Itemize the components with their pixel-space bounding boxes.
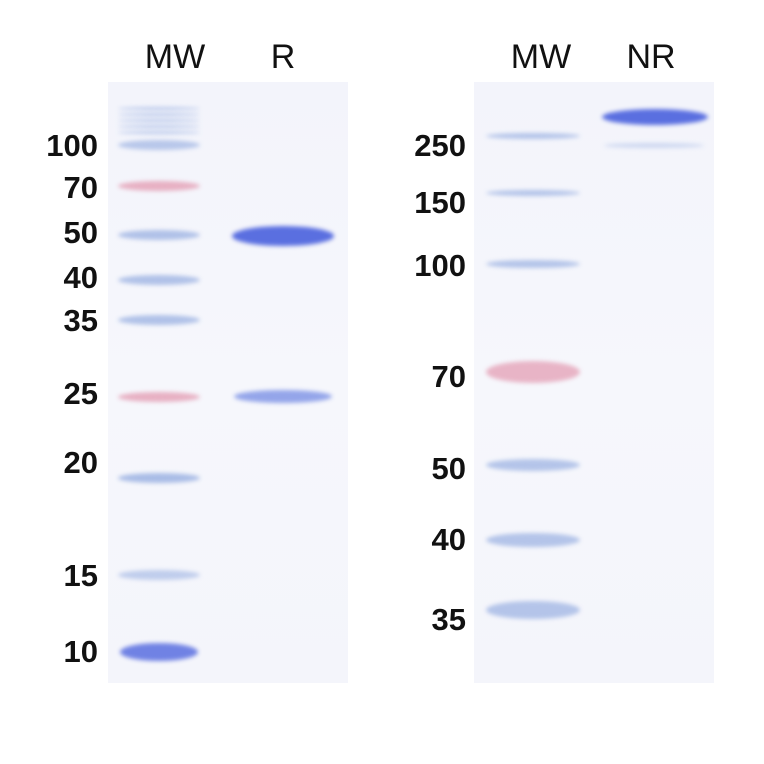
- marker-band: [118, 275, 200, 285]
- marker-band: [486, 190, 580, 196]
- marker-label-left: 15: [63, 558, 98, 593]
- ladder-band: [118, 118, 200, 122]
- sample-band: [604, 142, 704, 148]
- sample-band: [602, 109, 708, 125]
- marker-band: [486, 260, 580, 268]
- marker-label-left: 25: [63, 376, 98, 411]
- marker-label-left: 10: [63, 634, 98, 669]
- lane-label-mw-left: MW: [144, 38, 206, 76]
- marker-label-right: 40: [431, 522, 466, 557]
- marker-band: [486, 459, 580, 471]
- marker-label-right: 70: [431, 359, 466, 394]
- right-gel: [474, 82, 714, 683]
- marker-band: [118, 181, 200, 191]
- marker-label-left: 50: [63, 215, 98, 250]
- marker-label-left: 40: [63, 260, 98, 295]
- lane-label-mw-right: MW: [510, 38, 572, 76]
- marker-band: [118, 570, 200, 580]
- marker-band: [118, 140, 200, 150]
- lane-label-r: R: [270, 38, 296, 76]
- marker-label-left: 100: [46, 128, 98, 163]
- marker-label-left: 70: [63, 170, 98, 205]
- marker-band: [486, 601, 580, 619]
- marker-label-right: 150: [414, 185, 466, 220]
- sample-band: [232, 226, 334, 246]
- marker-band: [118, 315, 200, 325]
- marker-label-left: 35: [63, 303, 98, 338]
- ladder-band: [118, 130, 200, 134]
- left-gel: [108, 82, 348, 683]
- marker-label-right: 250: [414, 128, 466, 163]
- marker-label-right: 50: [431, 451, 466, 486]
- sample-band: [234, 389, 332, 403]
- marker-label-right: 100: [414, 248, 466, 283]
- marker-band: [118, 392, 200, 402]
- lane-label-nr: NR: [626, 38, 676, 76]
- ladder-band: [118, 106, 200, 110]
- marker-band: [486, 133, 580, 139]
- marker-label-right: 35: [431, 602, 466, 637]
- marker-band: [118, 230, 200, 240]
- ladder-band: [118, 112, 200, 116]
- marker-band: [486, 361, 580, 383]
- marker-label-left: 20: [63, 445, 98, 480]
- ladder-band: [118, 124, 200, 128]
- marker-band: [118, 473, 200, 483]
- marker-band: [120, 643, 198, 661]
- marker-band: [486, 533, 580, 547]
